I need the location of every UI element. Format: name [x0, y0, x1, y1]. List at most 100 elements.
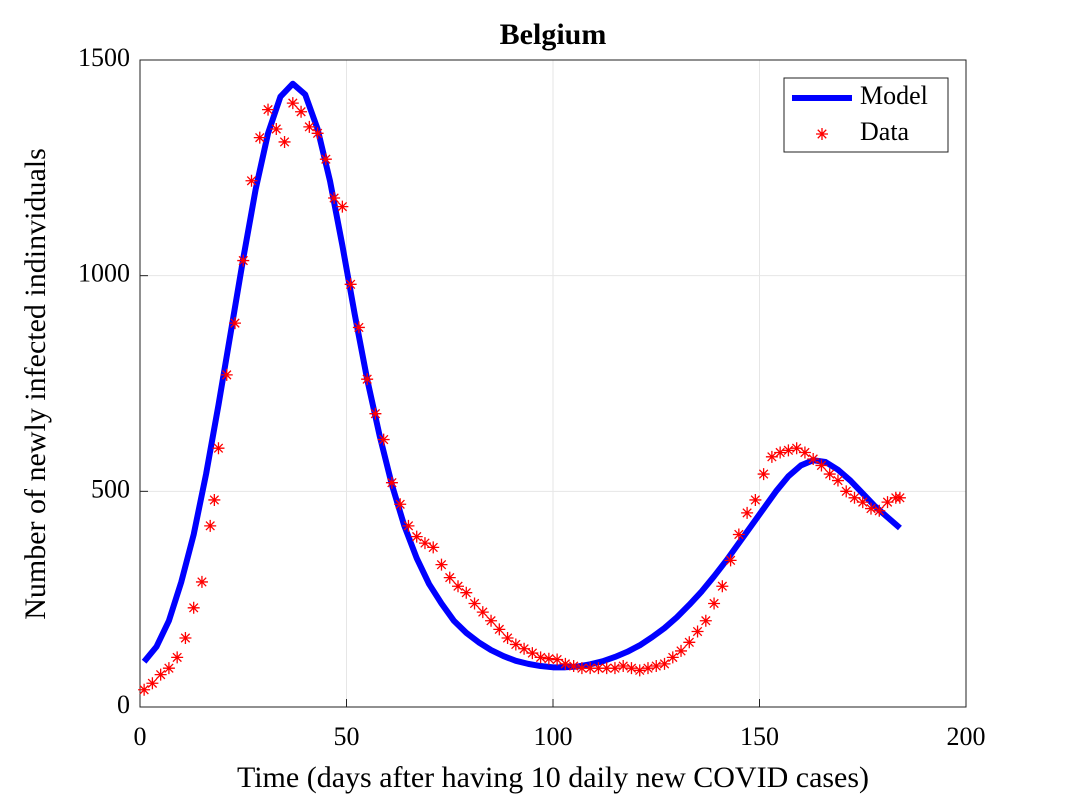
data-point — [377, 433, 390, 446]
data-point — [683, 636, 696, 649]
data-point — [675, 644, 688, 657]
data-point — [485, 614, 498, 627]
x-tick-label: 0 — [134, 722, 147, 751]
legend-label: Model — [860, 81, 928, 110]
legend-box — [783, 77, 949, 153]
data-point — [840, 485, 853, 498]
data-point — [385, 476, 398, 489]
y-tick-label: 1000 — [78, 259, 130, 288]
data-point — [708, 597, 721, 610]
data-point — [815, 459, 828, 472]
x-axis-label: Time (days after having 10 daily new COV… — [237, 761, 869, 794]
data-point — [518, 642, 531, 655]
data-point — [460, 586, 473, 599]
legend-swatch — [816, 128, 828, 140]
data-point — [757, 468, 770, 481]
data-point — [208, 493, 221, 506]
data-point — [443, 571, 456, 584]
data-point — [666, 651, 679, 664]
data-point — [542, 652, 555, 665]
x-tick-label: 150 — [740, 722, 779, 751]
x-tick-label: 50 — [334, 722, 360, 751]
y-tick-label: 0 — [117, 690, 130, 719]
y-tick-label: 1500 — [78, 43, 130, 72]
data-point — [741, 506, 754, 519]
data-point — [716, 580, 729, 593]
data-point — [641, 662, 654, 675]
data-point — [534, 651, 547, 664]
data-point — [798, 446, 811, 459]
data-point — [138, 683, 151, 696]
data-point — [228, 317, 241, 330]
data-point — [893, 491, 906, 504]
data-point — [435, 558, 448, 571]
data-point — [774, 446, 787, 459]
data-point — [286, 97, 299, 110]
data-point — [526, 647, 539, 660]
data-point — [187, 601, 200, 614]
data-point — [633, 664, 646, 677]
data-point — [146, 677, 159, 690]
model-line — [141, 80, 902, 671]
data-point — [452, 580, 465, 593]
data-point — [691, 625, 704, 638]
data-point — [600, 662, 613, 675]
data-point — [237, 254, 250, 267]
x-tick-label: 100 — [534, 722, 573, 751]
data-point — [650, 660, 663, 673]
data-point — [278, 135, 291, 148]
data-point — [749, 493, 762, 506]
data-point — [782, 444, 795, 457]
data-point — [790, 442, 803, 455]
data-point — [823, 468, 836, 481]
data-point — [212, 442, 225, 455]
data-point — [311, 127, 324, 140]
data-point — [179, 631, 192, 644]
data-point — [476, 606, 489, 619]
data-point — [295, 105, 308, 118]
data-point — [468, 597, 481, 610]
x-tick-label: 200 — [947, 722, 986, 751]
data-point — [270, 123, 283, 136]
data-point — [410, 530, 423, 543]
data-point — [625, 662, 638, 675]
data-point — [865, 502, 878, 515]
data-point — [394, 498, 407, 511]
data-point — [245, 174, 258, 187]
data-point — [262, 103, 275, 116]
data-point — [807, 452, 820, 465]
chart-title: Belgium — [500, 18, 607, 51]
data-point — [369, 407, 382, 420]
data-point — [162, 662, 175, 675]
data-point — [509, 638, 522, 651]
data-point — [575, 662, 588, 675]
y-axis-label: Number of newly infected indinviduals — [19, 148, 52, 620]
plot-frame — [139, 59, 967, 708]
data-point — [699, 614, 712, 627]
data-point — [608, 662, 621, 675]
data-point — [319, 153, 332, 166]
data-point — [658, 657, 671, 670]
y-tick-label: 500 — [91, 474, 130, 503]
data-point — [427, 541, 440, 554]
data-point — [154, 668, 167, 681]
data-point — [881, 496, 894, 509]
data-point — [195, 575, 208, 588]
data-point — [352, 321, 365, 334]
data-point — [848, 491, 861, 504]
data-point — [617, 660, 630, 673]
data-point — [559, 657, 572, 670]
data-point — [493, 623, 506, 636]
data-point — [584, 662, 597, 675]
data-point — [551, 653, 564, 666]
data-point — [501, 631, 514, 644]
data-point — [204, 519, 217, 532]
data-point — [567, 660, 580, 673]
data-point — [873, 504, 886, 517]
data-point — [328, 192, 341, 205]
data-point — [732, 528, 745, 541]
data-point — [336, 200, 349, 213]
data-point — [344, 278, 357, 291]
